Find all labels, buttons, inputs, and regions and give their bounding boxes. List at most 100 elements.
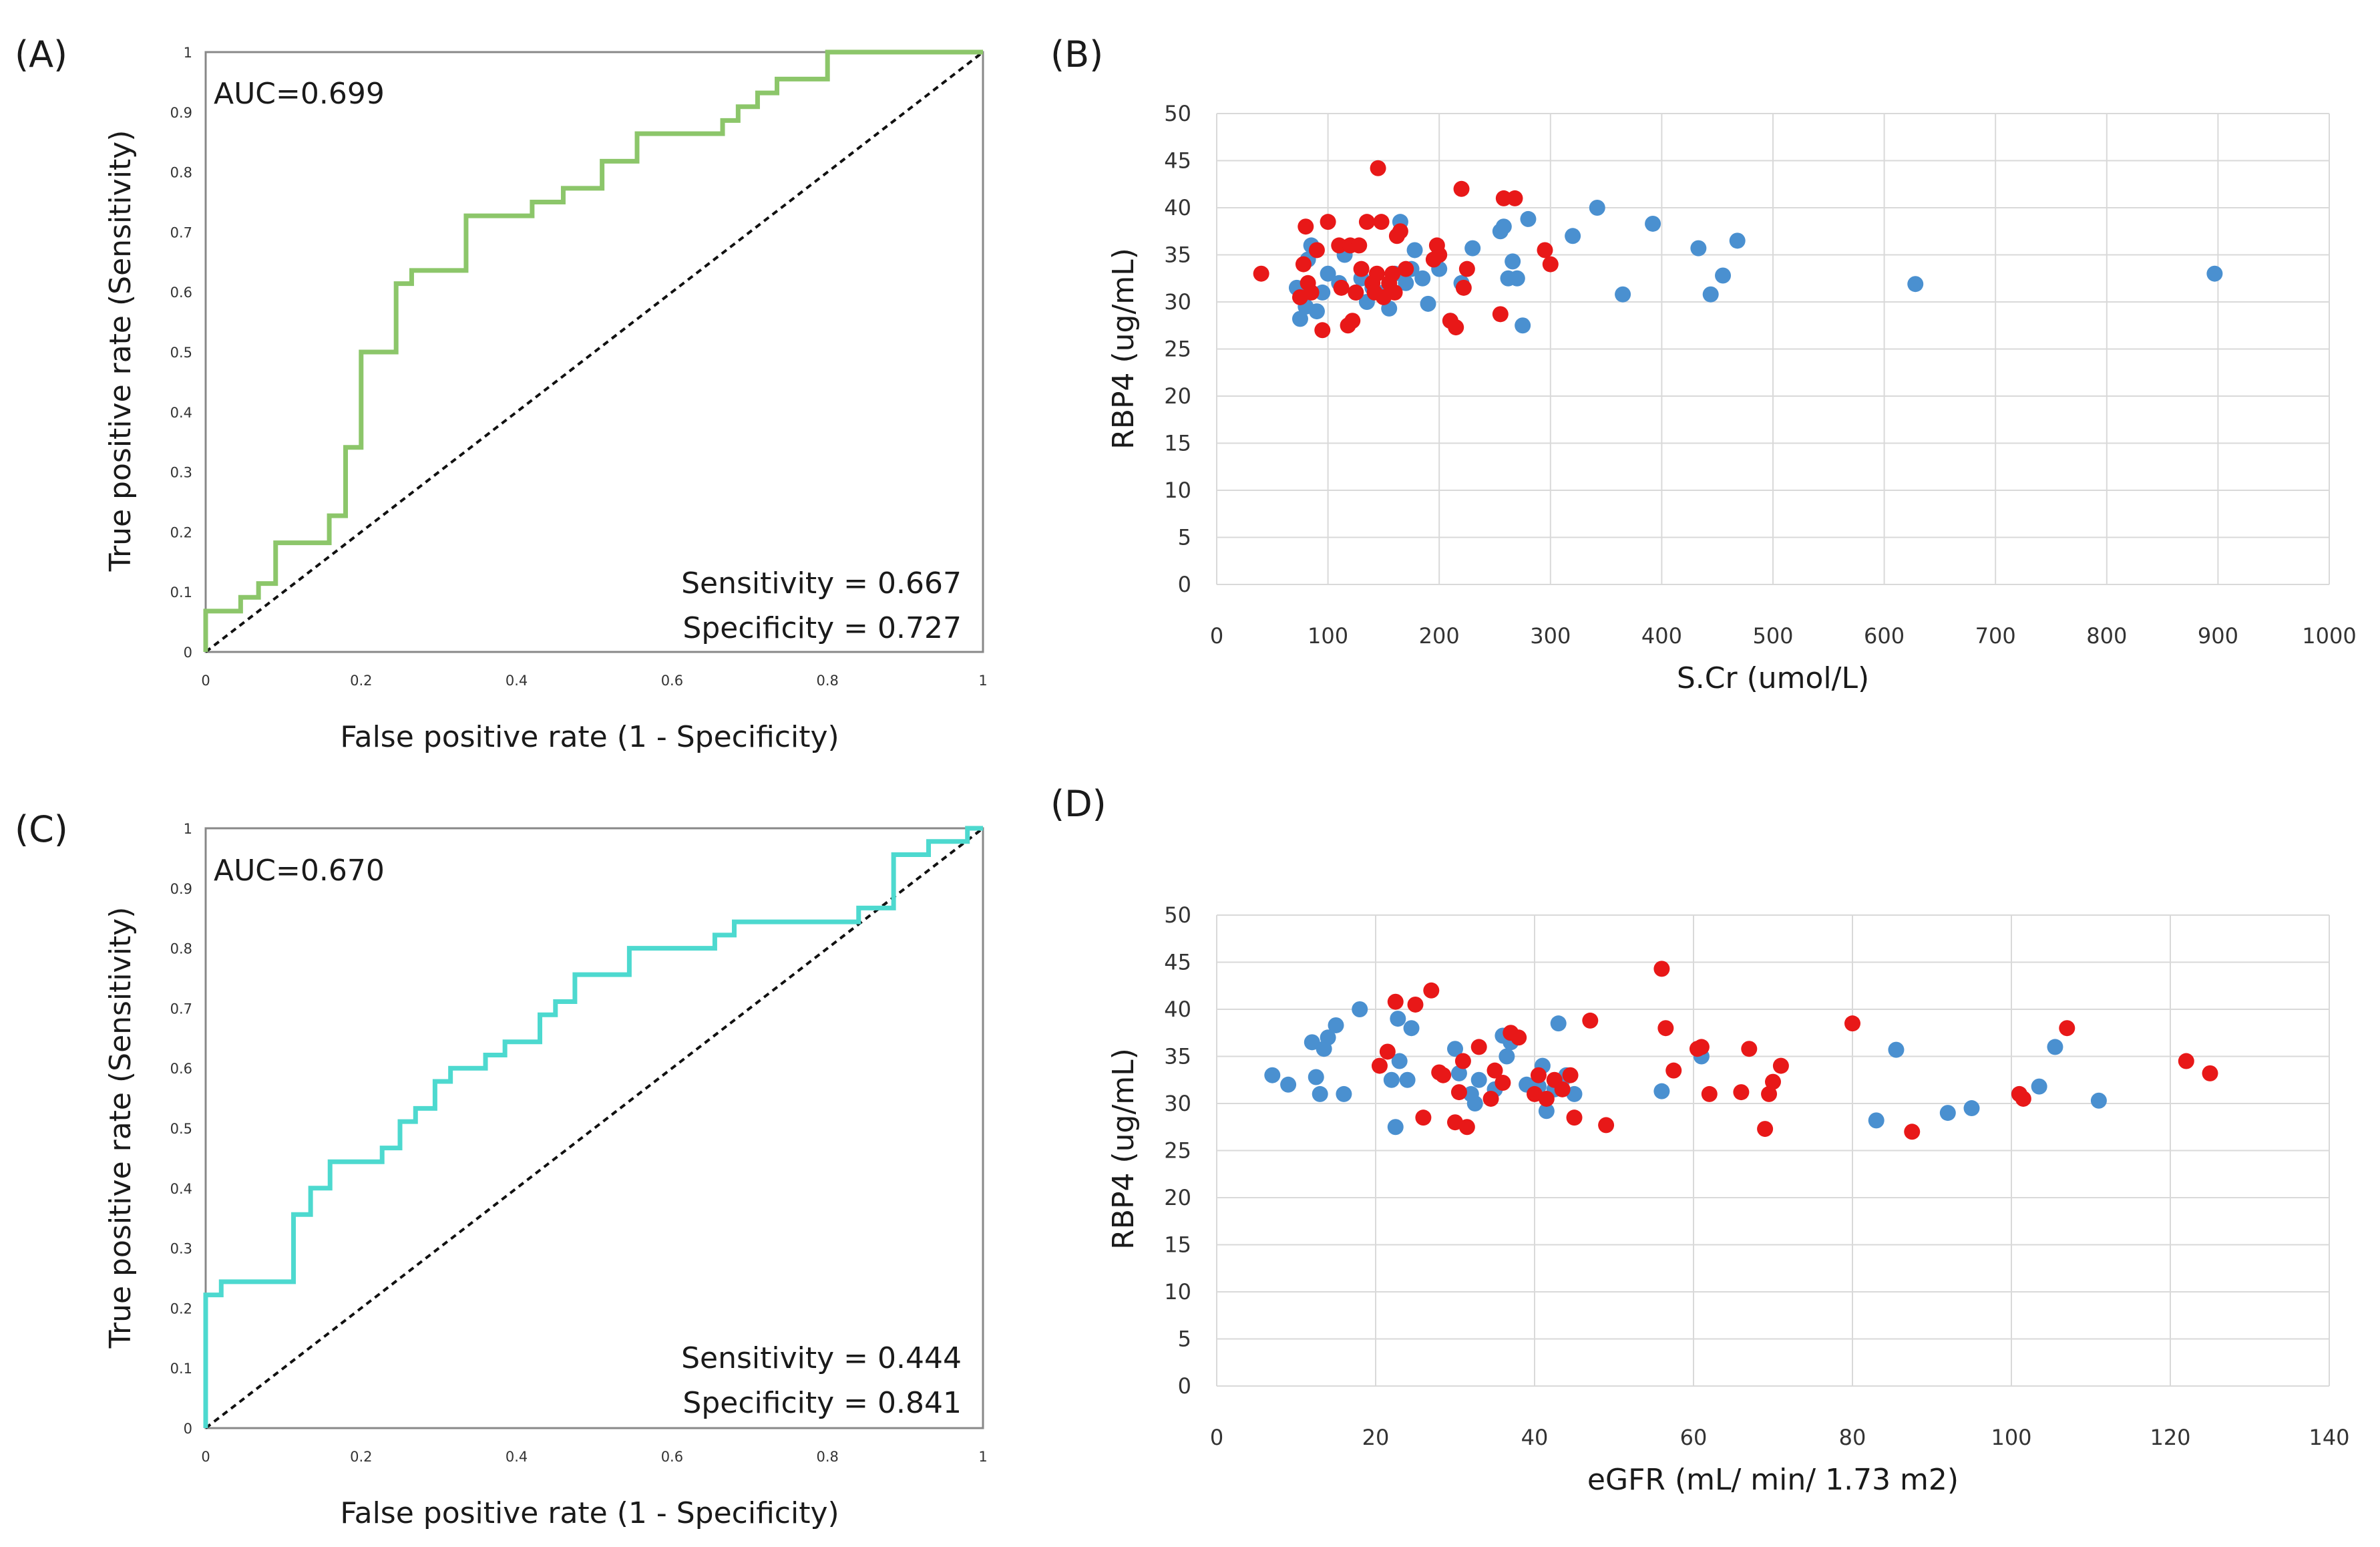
panel-a-plot-frame: [204, 51, 984, 653]
panel-d-point-blue: [1447, 1041, 1463, 1057]
panel-c-y-tick-label: 0.4: [170, 1181, 192, 1197]
panel-b-point-blue: [1715, 267, 1732, 284]
panel-b-point-red: [1492, 306, 1509, 323]
panel-b-point-blue: [1406, 242, 1423, 259]
panel-b-point-red: [1384, 265, 1401, 282]
panel-c-y-tick-label: 0: [184, 1421, 192, 1437]
panel-b-point-red: [1537, 242, 1553, 259]
panel-b-point-blue: [1509, 270, 1525, 287]
panel-a-y-tick-label: 1: [184, 45, 192, 61]
panel-d-x-tick-label: 60: [1680, 1425, 1708, 1450]
panel-d-point-blue: [1499, 1048, 1515, 1065]
panel-d-point-blue: [1450, 1065, 1467, 1081]
panel-a-x-tick-label: 0: [201, 673, 210, 689]
panel-b-x-tick-label: 800: [2086, 623, 2127, 649]
panel-c: (C) 0 0.1 0.2 0.3 0.4 0.5 0.6 0.7 0.8 0.9 1 0 0.2 0.4…: [15, 808, 988, 1530]
panel-d-point-red: [1757, 1121, 1774, 1138]
panel-d-y-tick-label: 15: [1164, 1232, 1191, 1258]
panel-d-point-red: [1511, 1029, 1527, 1046]
panel-a-y-tick-label: 0.5: [170, 345, 192, 361]
panel-d-point-red: [1904, 1124, 1921, 1140]
panel-b-y-tick-label: 45: [1164, 148, 1191, 174]
panel-d-point-blue: [1320, 1029, 1336, 1046]
panel-b-point-red: [1368, 265, 1385, 282]
panel-b-point-red: [1370, 160, 1386, 176]
panel-a-y-tick-label: 0.9: [170, 105, 192, 121]
panel-c-x-tick-label: 0.8: [816, 1449, 838, 1465]
panel-d-point-red: [1482, 1090, 1499, 1107]
panel-d-point-blue: [1391, 1053, 1408, 1069]
panel-b-x-tick-label: 300: [1530, 623, 1571, 649]
panel-b-label: (B): [1050, 33, 1103, 75]
panel-a-sensitivity: Sensitivity = 0.667: [681, 566, 962, 600]
panel-d-x-tick-label: 100: [1991, 1425, 2031, 1450]
panel-b-point-red: [1351, 237, 1368, 254]
panel-d-point-red: [1701, 1085, 1718, 1102]
panel-b-point-red: [1507, 190, 1523, 206]
panel-b-point-blue: [1505, 253, 1521, 270]
panel-b-x-axis-title: S.Cr (umol/L): [1677, 661, 1869, 695]
panel-d-y-tick-label: 35: [1164, 1044, 1191, 1069]
panel-b-y-tick-label: 35: [1164, 242, 1191, 268]
panel-d-point-red: [1415, 1109, 1432, 1126]
panel-b-point-blue: [1645, 215, 1661, 232]
panel-c-y-tick-label: 0.2: [170, 1301, 192, 1317]
panel-b-y-tick-label: 50: [1164, 101, 1191, 126]
panel-b-point-blue: [1729, 232, 1746, 249]
panel-b-point-red: [1331, 237, 1348, 254]
panel-d-point-blue: [1470, 1071, 1487, 1088]
panel-c-y-axis-title: True positive rate (Sensitivity): [104, 907, 138, 1349]
panel-a-y-tick-label: 0.6: [170, 285, 192, 301]
panel-a-x-tick-label: 0.4: [506, 673, 528, 689]
panel-a-x-axis-title: False positive rate (1 - Specificity): [340, 720, 839, 754]
panel-d-point-red: [1693, 1039, 1710, 1055]
panel-b-point-red: [1392, 223, 1408, 240]
panel-d-y-tick-label: 10: [1164, 1279, 1191, 1305]
panel-d-point-red: [1530, 1067, 1547, 1083]
panel-d-y-tick-label: 40: [1164, 997, 1191, 1022]
panel-d-x-tick-label: 40: [1521, 1425, 1549, 1450]
panel-d-point-blue: [1466, 1095, 1483, 1111]
panel-c-plot-area: 0 0.1 0.2 0.3 0.4 0.5 0.6 0.7 0.8 0.9 1 0 0.2 0.4 0.6 0…: [170, 821, 988, 1465]
panel-d-point-red: [1495, 1074, 1511, 1091]
panel-b-point-red: [1495, 190, 1512, 206]
panel-d-point-blue: [1403, 1020, 1420, 1037]
panel-b-point-red: [1542, 256, 1559, 273]
panel-b-point-blue: [1420, 295, 1436, 312]
panel-c-y-tick-label: 0.8: [170, 941, 192, 957]
panel-b-x-tick-label: 500: [1752, 623, 1793, 649]
panel-b-point-red: [1295, 256, 1312, 273]
panel-b-point-red: [1308, 242, 1325, 259]
panel-d-y-tick-label: 5: [1178, 1327, 1191, 1352]
panel-b-point-blue: [1615, 286, 1631, 303]
panel-c-x-tick-label: 0.4: [506, 1449, 528, 1465]
panel-d-y-tick-label: 30: [1164, 1091, 1191, 1116]
panel-b-y-tick-label: 25: [1164, 337, 1191, 362]
panel-d-point-red: [1486, 1062, 1503, 1079]
panel-d-point-blue: [1336, 1085, 1352, 1102]
panel-b-point-red: [1458, 261, 1475, 277]
panel-d-point-blue: [1312, 1085, 1328, 1102]
panel-c-sensitivity: Sensitivity = 0.444: [681, 1341, 962, 1375]
panel-b-point-blue: [1495, 218, 1512, 235]
panel-d-y-tick-label: 50: [1164, 902, 1191, 928]
panel-b-y-tick-label: 5: [1178, 525, 1191, 550]
panel-d-point-blue: [1399, 1071, 1416, 1088]
panel-b-point-red: [1303, 284, 1320, 301]
panel-a-x-tick-label: 0.2: [350, 673, 372, 689]
panel-a-plot-area: 0 0.1 0.2 0.3 0.4 0.5 0.6 0.7 0.8 0.9 1 0 0.2 0.4 0.6 0…: [170, 45, 988, 689]
panel-b-x-tick-label: 400: [1641, 623, 1682, 649]
panel-d-point-red: [1371, 1057, 1388, 1074]
panel-b-point-blue: [1320, 265, 1336, 282]
panel-d-point-red: [1566, 1109, 1583, 1126]
panel-c-x-tick-label: 0.6: [661, 1449, 683, 1465]
panel-c-y-tick-label: 0.7: [170, 1001, 192, 1017]
panel-c-y-tick-label: 0.1: [170, 1361, 192, 1377]
panel-a-y-tick-label: 0.3: [170, 465, 192, 481]
panel-b-point-blue: [1702, 286, 1719, 303]
panel-d-point-blue: [1939, 1105, 1956, 1122]
panel-b-point-red: [1431, 246, 1448, 263]
